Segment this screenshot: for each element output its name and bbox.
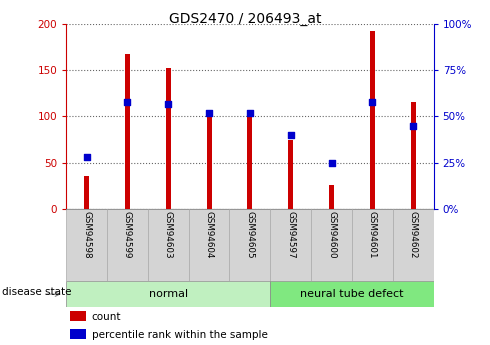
Bar — [288, 139, 293, 209]
Point — [164, 101, 172, 106]
Bar — [270, 281, 434, 307]
Text: normal: normal — [148, 289, 188, 299]
Bar — [66, 281, 270, 307]
Bar — [352, 209, 393, 281]
Text: percentile rank within the sample: percentile rank within the sample — [92, 330, 268, 340]
Bar — [166, 68, 171, 209]
Bar — [393, 209, 434, 281]
Bar — [70, 311, 86, 322]
Bar — [411, 102, 416, 209]
Bar — [66, 209, 107, 281]
Bar — [84, 176, 89, 209]
Point — [368, 99, 376, 105]
Bar — [247, 114, 252, 209]
Bar — [229, 209, 270, 281]
Bar — [311, 209, 352, 281]
Text: GSM94600: GSM94600 — [327, 211, 336, 258]
Bar — [370, 31, 375, 209]
Text: GSM94602: GSM94602 — [409, 211, 418, 258]
Text: GDS2470 / 206493_at: GDS2470 / 206493_at — [169, 12, 321, 26]
Point — [328, 160, 336, 165]
Point — [287, 132, 294, 138]
Text: GSM94597: GSM94597 — [286, 211, 295, 258]
Bar — [125, 54, 130, 209]
Text: GSM94599: GSM94599 — [123, 211, 132, 258]
Text: GSM94598: GSM94598 — [82, 211, 91, 258]
Bar — [70, 329, 86, 339]
Bar — [270, 209, 311, 281]
Point — [123, 99, 131, 105]
Point — [83, 154, 91, 160]
Text: GSM94604: GSM94604 — [204, 211, 214, 258]
Text: GSM94603: GSM94603 — [164, 211, 173, 258]
Point — [205, 110, 213, 116]
Text: count: count — [92, 312, 122, 322]
Text: neural tube defect: neural tube defect — [300, 289, 404, 299]
Point — [409, 123, 417, 128]
Text: GSM94601: GSM94601 — [368, 211, 377, 258]
Bar — [189, 209, 229, 281]
Bar — [207, 110, 212, 209]
Bar — [107, 209, 148, 281]
Bar — [148, 209, 189, 281]
Text: disease state: disease state — [2, 287, 72, 297]
Bar — [329, 185, 334, 209]
Point — [246, 110, 254, 116]
Text: GSM94605: GSM94605 — [245, 211, 254, 258]
